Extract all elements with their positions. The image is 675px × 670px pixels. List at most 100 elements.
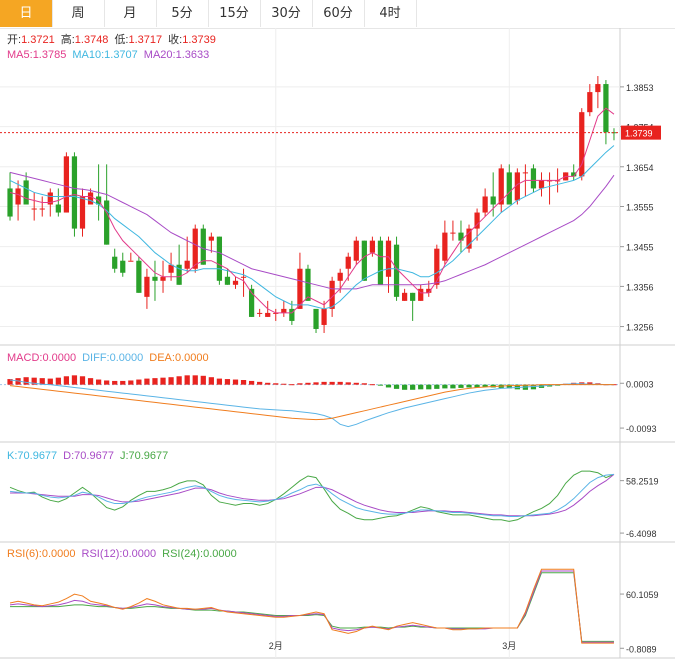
rsi-panel [9, 568, 614, 644]
candle-body [23, 180, 29, 205]
candle-body [361, 240, 367, 281]
macd-bar [31, 377, 37, 385]
tab-2[interactable]: 月 [104, 0, 157, 27]
candle-body [385, 240, 392, 277]
macd-bar [345, 382, 351, 385]
current-price-label: 1.3739 [625, 129, 653, 139]
macd-legend-value: 0.0000 [175, 352, 209, 364]
candle-body [353, 240, 359, 261]
candle-body [571, 172, 577, 177]
rsi-tick-label: -0.8089 [626, 644, 657, 654]
candle-body [530, 168, 537, 189]
price-tick-label: 1.3555 [626, 203, 654, 213]
rsi-legend-value: 0.0000 [122, 548, 156, 560]
rsi-legend-value: 0.0000 [42, 548, 76, 560]
macd-bar [7, 379, 13, 385]
macd-bar [442, 384, 448, 389]
candle-body [47, 192, 53, 205]
macd-bar [273, 383, 279, 385]
price-axis: 1.38531.37541.36541.35551.34551.33561.32… [269, 83, 661, 654]
macd-bar [385, 384, 392, 388]
price-tick-label: 1.3256 [626, 323, 654, 333]
candle-body [240, 276, 247, 278]
tab-3[interactable]: 5分 [156, 0, 209, 27]
macd-bar [160, 377, 166, 385]
macd-bar [466, 384, 472, 388]
candle-body [345, 256, 351, 269]
candle-body [71, 156, 78, 229]
ohlc-legend-value: 1.3717 [129, 34, 163, 46]
ma-legend-value: 1.3633 [176, 49, 210, 61]
candle-body [321, 308, 327, 325]
candle-body [522, 172, 529, 174]
candle-body [498, 168, 504, 205]
price-tick-label: 1.3654 [626, 163, 654, 173]
candle-body [104, 200, 110, 245]
candle-body [458, 232, 464, 241]
candle-body [31, 208, 37, 210]
time-label: 2月 [269, 641, 283, 651]
candle-body [208, 236, 214, 241]
candle-body [450, 232, 456, 234]
macd-bar [120, 380, 126, 385]
candle-body [136, 260, 142, 293]
kdj-legend-label: K: [7, 450, 17, 462]
candle-body [152, 276, 158, 281]
macd-bar [23, 377, 29, 385]
rsi-legend-label: RSI(6): [7, 548, 42, 560]
macd-bar [321, 381, 327, 385]
candle-body [112, 256, 118, 269]
rsi-legend: RSI(6):0.0000 RSI(12):0.0000 RSI(24):0.000… [7, 548, 237, 560]
ma5-line [9, 107, 615, 314]
candle-body [265, 312, 271, 317]
candle-body [401, 292, 408, 301]
rsi-legend-label: RSI(12): [82, 548, 123, 560]
rsi-legend-label: RSI(24): [162, 548, 203, 560]
candle-body [587, 92, 593, 113]
candle-body [7, 188, 13, 217]
kdj-legend-value: 70.9677 [129, 450, 169, 462]
macd-bar [104, 380, 110, 385]
candle-body [184, 260, 190, 269]
macd-bar [87, 378, 94, 385]
diff-line [9, 379, 614, 428]
macd-bar [482, 384, 488, 387]
kdj-tick-label: -6.4098 [626, 529, 657, 539]
rsi6-line [9, 568, 614, 644]
candle-body [305, 268, 311, 301]
tab-5[interactable]: 30分 [260, 0, 313, 27]
candle-body [120, 260, 126, 273]
price-panel [0, 76, 620, 333]
candle-body [313, 308, 319, 329]
macd-bar [401, 384, 408, 390]
candle-body [579, 112, 585, 177]
macd-bar [305, 382, 311, 385]
macd-tick-label: -0.0093 [626, 424, 657, 434]
ma-legend-label: MA5: [7, 49, 33, 61]
candle-body [79, 196, 86, 229]
macd-bar [224, 379, 231, 385]
candle-body [514, 172, 520, 201]
candle-body [418, 288, 424, 301]
candle-body [410, 292, 416, 301]
macd-legend-value: 0.0000 [42, 352, 76, 364]
macd-bar [281, 383, 287, 385]
price-tick-label: 1.3356 [626, 282, 654, 292]
kdj-panel [9, 470, 615, 522]
tab-7[interactable]: 4时 [364, 0, 417, 27]
tab-4[interactable]: 15分 [208, 0, 261, 27]
tab-1[interactable]: 周 [52, 0, 105, 27]
tab-0[interactable]: 日 [0, 0, 53, 27]
tab-6[interactable]: 60分 [312, 0, 365, 27]
ma-legend-label: MA10: [72, 49, 104, 61]
macd-bar [136, 379, 142, 385]
macd-legend-label: DEA: [149, 352, 175, 364]
macd-bar [393, 384, 400, 389]
macd-bar [71, 375, 78, 385]
candle-body [297, 268, 303, 309]
macd-bar [216, 378, 223, 385]
candle-body [232, 280, 239, 285]
kdj-legend-label: D: [63, 450, 74, 462]
candle-body [192, 228, 198, 269]
ohlc-legend-value: 1.3739 [182, 34, 216, 46]
